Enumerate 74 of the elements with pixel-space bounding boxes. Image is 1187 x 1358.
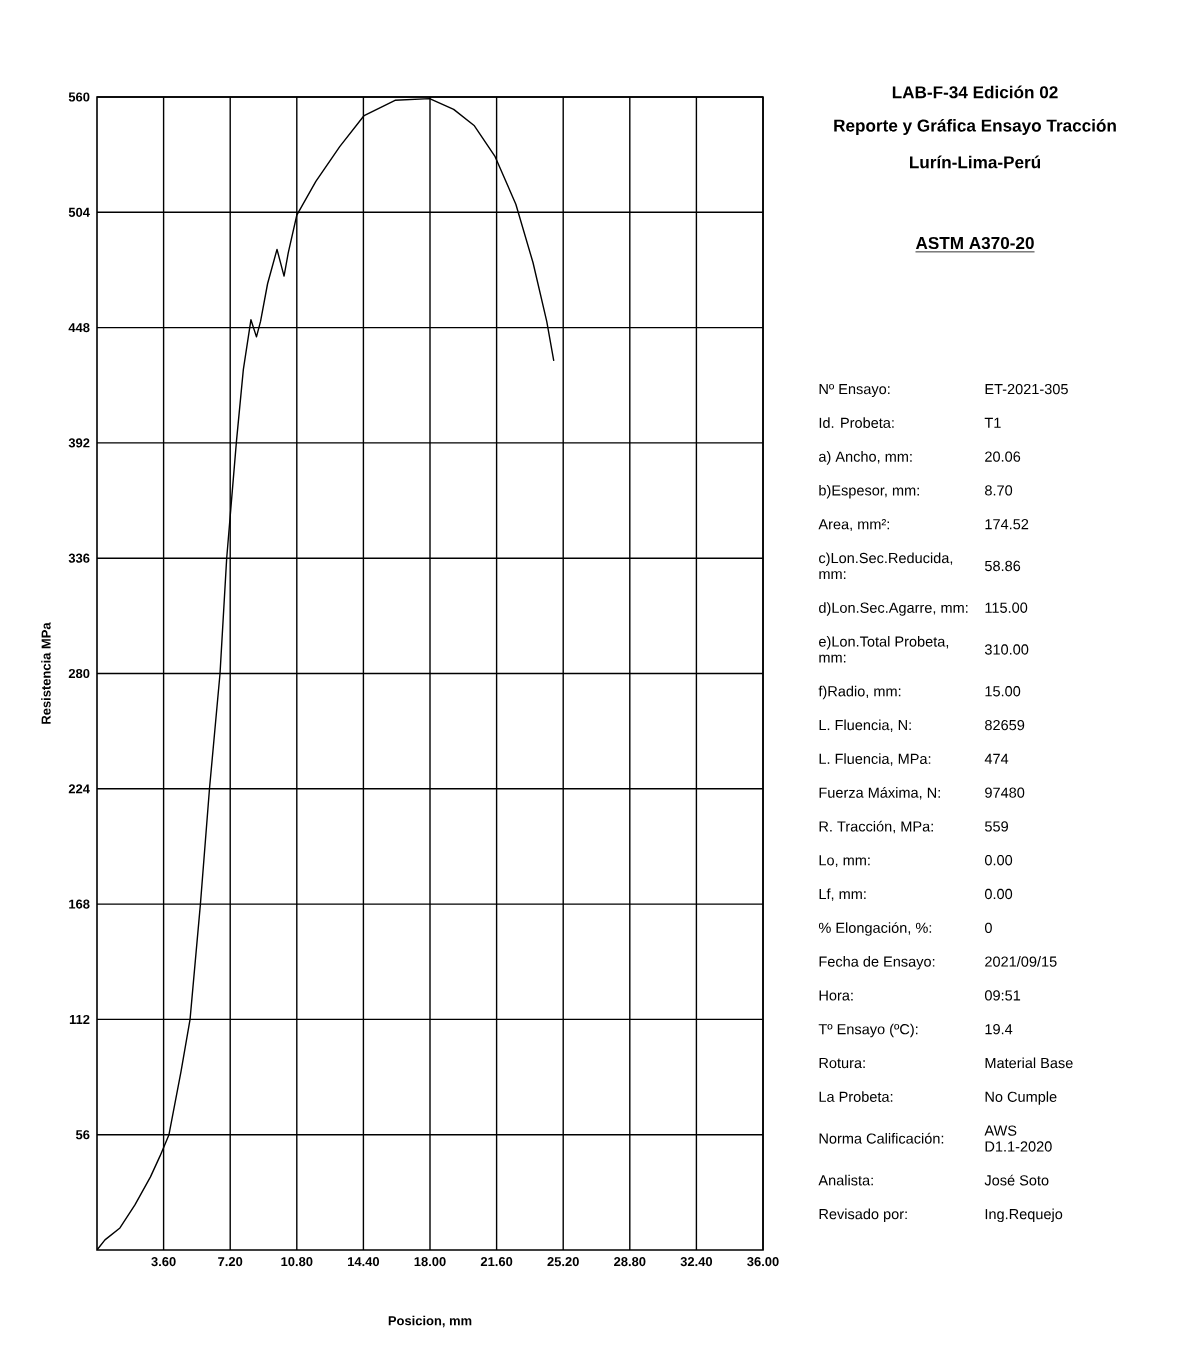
text: e)Lon.Total Probeta, mm: — [819, 636, 949, 663]
text: Tº Ensayo (ºC): — [818, 1023, 918, 1038]
text: Hora: — [819, 990, 853, 1001]
text: 15.00 — [985, 686, 1021, 697]
text: Revisado por: — [819, 1208, 907, 1223]
x-tick-label: 3.60 — [151, 1257, 176, 1267]
text: 20.06 — [985, 451, 1021, 462]
text: Norma Calificación: — [819, 1132, 944, 1144]
text: ASTM A370-20 — [915, 236, 1034, 250]
y-tick-label: 504 — [68, 207, 90, 217]
x-tick-label: 32.40 — [680, 1257, 713, 1267]
x-tick-label: 10.80 — [281, 1257, 313, 1267]
text: Lo, mm: — [819, 855, 870, 868]
x-tick-label: 28.80 — [614, 1257, 646, 1267]
x-tick-label: 21.60 — [480, 1257, 513, 1267]
y-axis-title: Resistencia MPa — [41, 622, 51, 724]
text: 559 — [985, 821, 1008, 832]
text: 09:51 — [984, 990, 1021, 1001]
y-tick-label: 112 — [69, 1014, 90, 1024]
text: 174.52 — [985, 519, 1029, 530]
text: L. Fluencia, MPa: — [819, 753, 931, 766]
y-tick-label: 168 — [69, 899, 90, 909]
y-tick-label: 224 — [68, 784, 90, 794]
text: Id. Probeta: — [819, 417, 894, 428]
y-tick-label: 392 — [68, 438, 90, 448]
text: Fecha de Ensayo: — [819, 956, 935, 970]
text: 2021/09/15 — [985, 956, 1057, 967]
x-tick-label: 36.00 — [747, 1257, 779, 1267]
text: Lf, mm: — [819, 888, 866, 901]
text: Ing.Requejo — [985, 1208, 1063, 1223]
x-tick-label: 18.00 — [414, 1257, 446, 1267]
text: 310.00 — [984, 644, 1029, 655]
text: 115.00 — [985, 602, 1028, 613]
text: Reporte y Gráfica Ensayo Tracción — [834, 118, 1116, 136]
x-tick-label: 14.40 — [348, 1257, 380, 1267]
text: Material Base — [985, 1057, 1073, 1069]
y-tick-label: 280 — [68, 668, 90, 679]
text: L. Fluencia, N: — [819, 719, 911, 732]
x-tick-label: 7.20 — [218, 1257, 243, 1267]
text: % Elongación, %: — [818, 922, 932, 936]
text: R. Tracción, MPa: — [819, 820, 933, 834]
text: Fuerza Máxima, N: — [819, 786, 940, 800]
text: 0.00 — [984, 888, 1013, 900]
y-tick-label: 56 — [75, 1130, 90, 1140]
text: No Cumple — [985, 1091, 1057, 1105]
text: Nº Ensayo: — [819, 383, 890, 398]
text: b)Espesor, mm: — [819, 484, 919, 499]
text: La Probeta: — [819, 1091, 893, 1102]
text: 19.4 — [985, 1024, 1013, 1035]
text: T1 — [984, 417, 1001, 428]
text: 58.86 — [985, 560, 1021, 572]
text: 8.70 — [985, 485, 1013, 496]
y-tick-label: 560 — [68, 92, 90, 102]
text: f)Radio, mm: — [818, 685, 901, 700]
text: 0 — [984, 922, 992, 933]
text: LAB-F-34 Edición 02 — [892, 85, 1058, 99]
x-tick-label: 25.20 — [547, 1257, 579, 1267]
x-axis-title: Posicion, mm — [388, 1315, 472, 1328]
text: c)Lon.Sec.Reducida, mm: — [819, 552, 953, 579]
text: a) Ancho, mm: — [819, 451, 912, 465]
text: José Soto — [984, 1174, 1049, 1186]
text: 0.00 — [984, 855, 1013, 866]
text: 82659 — [985, 719, 1025, 731]
text: Lurín-Lima-Perú — [910, 155, 1041, 169]
text: d)Lon.Sec.Agarre, mm: — [819, 602, 968, 616]
y-tick-label: 336 — [68, 553, 90, 563]
y-tick-label: 448 — [68, 323, 90, 333]
text: Area, mm²: — [818, 519, 889, 532]
text: Analista: — [818, 1174, 873, 1186]
text: ET-2021-305 — [985, 383, 1068, 395]
text: 474 — [984, 753, 1009, 764]
text: 97480 — [985, 787, 1025, 798]
text: Rotura: — [819, 1058, 865, 1069]
text: AWS D1.1-2020 — [984, 1125, 1052, 1152]
